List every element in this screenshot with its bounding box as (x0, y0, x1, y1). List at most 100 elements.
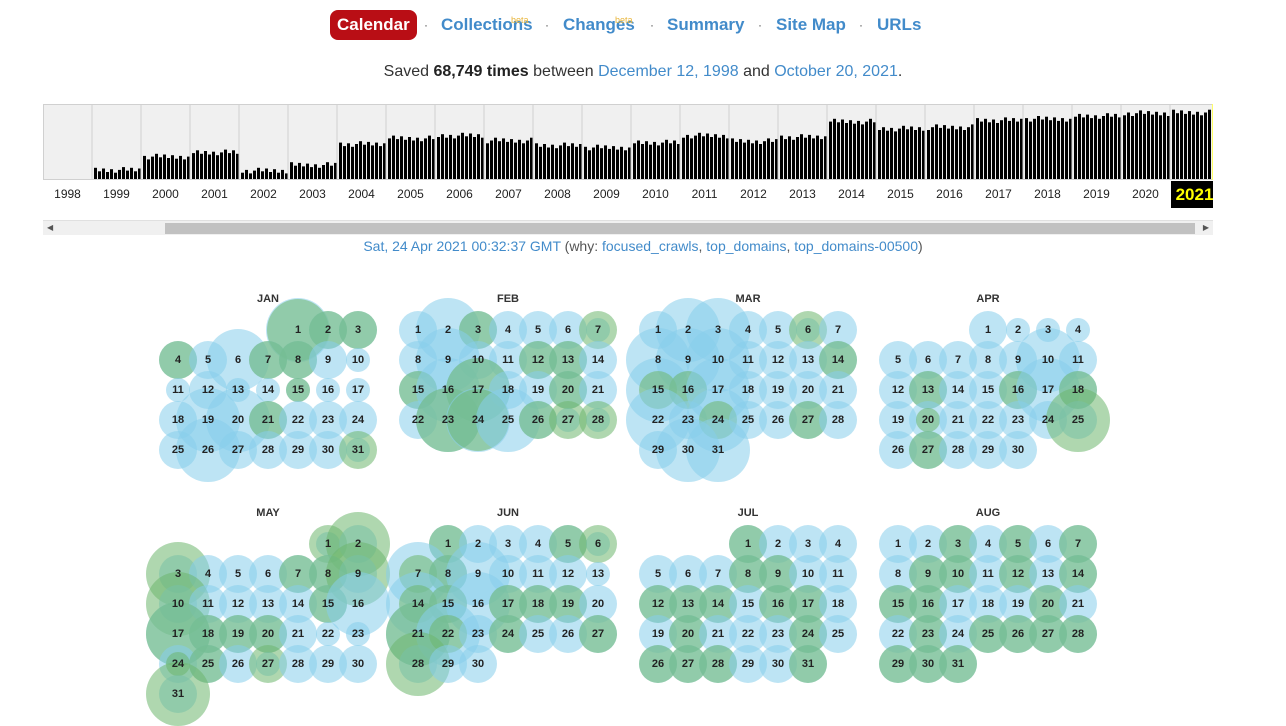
day-cell[interactable]: 27 (681, 658, 695, 670)
day-cell[interactable]: 6 (234, 354, 242, 366)
month-bar[interactable] (873, 122, 876, 179)
day-cell[interactable]: 2 (684, 324, 692, 336)
month-bar[interactable] (1131, 116, 1134, 179)
day-cell[interactable]: 27 (591, 628, 605, 640)
day-cell[interactable]: 17 (951, 598, 965, 610)
month-bar[interactable] (171, 155, 174, 179)
month-bar[interactable] (775, 139, 778, 179)
day-cell[interactable]: 4 (174, 354, 182, 366)
day-cell[interactable]: 9 (474, 568, 482, 580)
day-cell[interactable]: 15 (651, 384, 665, 396)
day-cell[interactable]: 19 (891, 414, 905, 426)
day-cell[interactable]: 27 (921, 444, 935, 456)
month-bar[interactable] (906, 129, 909, 179)
day-cell[interactable]: 3 (804, 538, 812, 550)
month-bar[interactable] (343, 146, 346, 179)
month-bar[interactable] (1065, 121, 1068, 179)
day-cell[interactable]: 23 (471, 628, 485, 640)
day-cell[interactable]: 28 (711, 658, 725, 670)
month-bar[interactable] (726, 138, 729, 179)
month-bar[interactable] (735, 141, 738, 179)
month-bar[interactable] (486, 143, 489, 179)
day-cell[interactable]: 4 (504, 324, 512, 336)
day-cell[interactable]: 4 (834, 538, 842, 550)
month-bar[interactable] (551, 144, 554, 179)
day-cell[interactable]: 15 (741, 598, 755, 610)
day-cell[interactable]: 1 (984, 324, 992, 336)
month-bar[interactable] (841, 119, 844, 180)
month-bar[interactable] (1184, 113, 1187, 179)
month-bar[interactable] (102, 168, 105, 180)
month-bar[interactable] (894, 131, 897, 179)
month-bar[interactable] (743, 142, 746, 179)
day-cell[interactable]: 14 (951, 384, 965, 396)
day-cell[interactable]: 13 (921, 384, 935, 396)
year-label[interactable]: 2001 (201, 187, 228, 201)
year-label[interactable]: 2021 (1176, 185, 1213, 204)
day-cell[interactable]: 20 (921, 414, 935, 426)
day-cell[interactable]: 1 (444, 538, 452, 550)
month-bar[interactable] (94, 167, 97, 179)
day-cell[interactable]: 25 (501, 414, 515, 426)
month-bar[interactable] (633, 143, 636, 179)
month-bar[interactable] (428, 135, 431, 179)
day-cell[interactable]: 7 (294, 568, 302, 580)
day-cell[interactable]: 14 (591, 354, 605, 366)
month-bar[interactable] (1078, 113, 1081, 179)
day-cell[interactable]: 15 (441, 598, 455, 610)
day-cell[interactable]: 26 (231, 658, 245, 670)
month-bar[interactable] (575, 146, 578, 179)
month-bar[interactable] (420, 141, 423, 179)
day-cell[interactable]: 6 (564, 324, 572, 336)
month-bar[interactable] (722, 134, 725, 179)
day-cell[interactable]: 11 (502, 354, 514, 366)
month-bar[interactable] (449, 134, 452, 179)
month-bar[interactable] (849, 120, 852, 179)
month-bar[interactable] (571, 143, 574, 179)
day-cell[interactable]: 25 (741, 414, 755, 426)
year-label[interactable]: 2007 (495, 187, 522, 201)
day-cell[interactable]: 8 (444, 568, 452, 580)
day-cell[interactable]: 2 (444, 324, 452, 336)
day-cell[interactable]: 5 (234, 568, 242, 580)
month-bar[interactable] (1057, 120, 1060, 179)
day-cell[interactable]: 22 (321, 628, 335, 640)
month-bar[interactable] (649, 144, 652, 179)
month-bar[interactable] (984, 118, 987, 179)
day-cell[interactable]: 6 (804, 324, 812, 336)
day-cell[interactable]: 17 (501, 598, 515, 610)
month-bar[interactable] (518, 139, 521, 179)
month-bar[interactable] (931, 127, 934, 179)
day-cell[interactable]: 13 (261, 598, 275, 610)
month-bar[interactable] (1029, 121, 1032, 179)
month-bar[interactable] (616, 149, 619, 179)
month-bar[interactable] (620, 146, 623, 179)
month-bar[interactable] (396, 139, 399, 179)
month-bar[interactable] (273, 169, 276, 179)
day-cell[interactable]: 12 (1011, 568, 1025, 580)
month-bar[interactable] (878, 130, 881, 179)
month-bar[interactable] (1025, 118, 1028, 179)
day-cell[interactable]: 27 (231, 444, 245, 456)
day-cell[interactable]: 16 (771, 598, 785, 610)
month-bar[interactable] (269, 172, 272, 179)
month-bar[interactable] (236, 153, 239, 179)
day-cell[interactable]: 13 (1041, 568, 1055, 580)
month-bar[interactable] (771, 141, 774, 179)
month-bar[interactable] (563, 142, 566, 179)
day-cell[interactable]: 22 (411, 414, 425, 426)
day-cell[interactable]: 24 (501, 628, 515, 640)
month-bar[interactable] (367, 141, 370, 179)
day-cell[interactable]: 23 (441, 414, 455, 426)
day-cell[interactable]: 31 (951, 658, 965, 670)
day-cell[interactable]: 21 (951, 414, 965, 426)
day-cell[interactable]: 29 (651, 444, 665, 456)
day-cell[interactable]: 12 (891, 384, 905, 396)
day-cell[interactable]: 26 (891, 444, 905, 456)
scroll-left-icon[interactable]: ◀ (47, 223, 54, 232)
day-cell[interactable]: 30 (1011, 444, 1025, 456)
month-bar[interactable] (294, 165, 297, 179)
day-cell[interactable]: 18 (531, 598, 545, 610)
month-bar[interactable] (535, 143, 538, 179)
month-bar[interactable] (677, 144, 680, 179)
